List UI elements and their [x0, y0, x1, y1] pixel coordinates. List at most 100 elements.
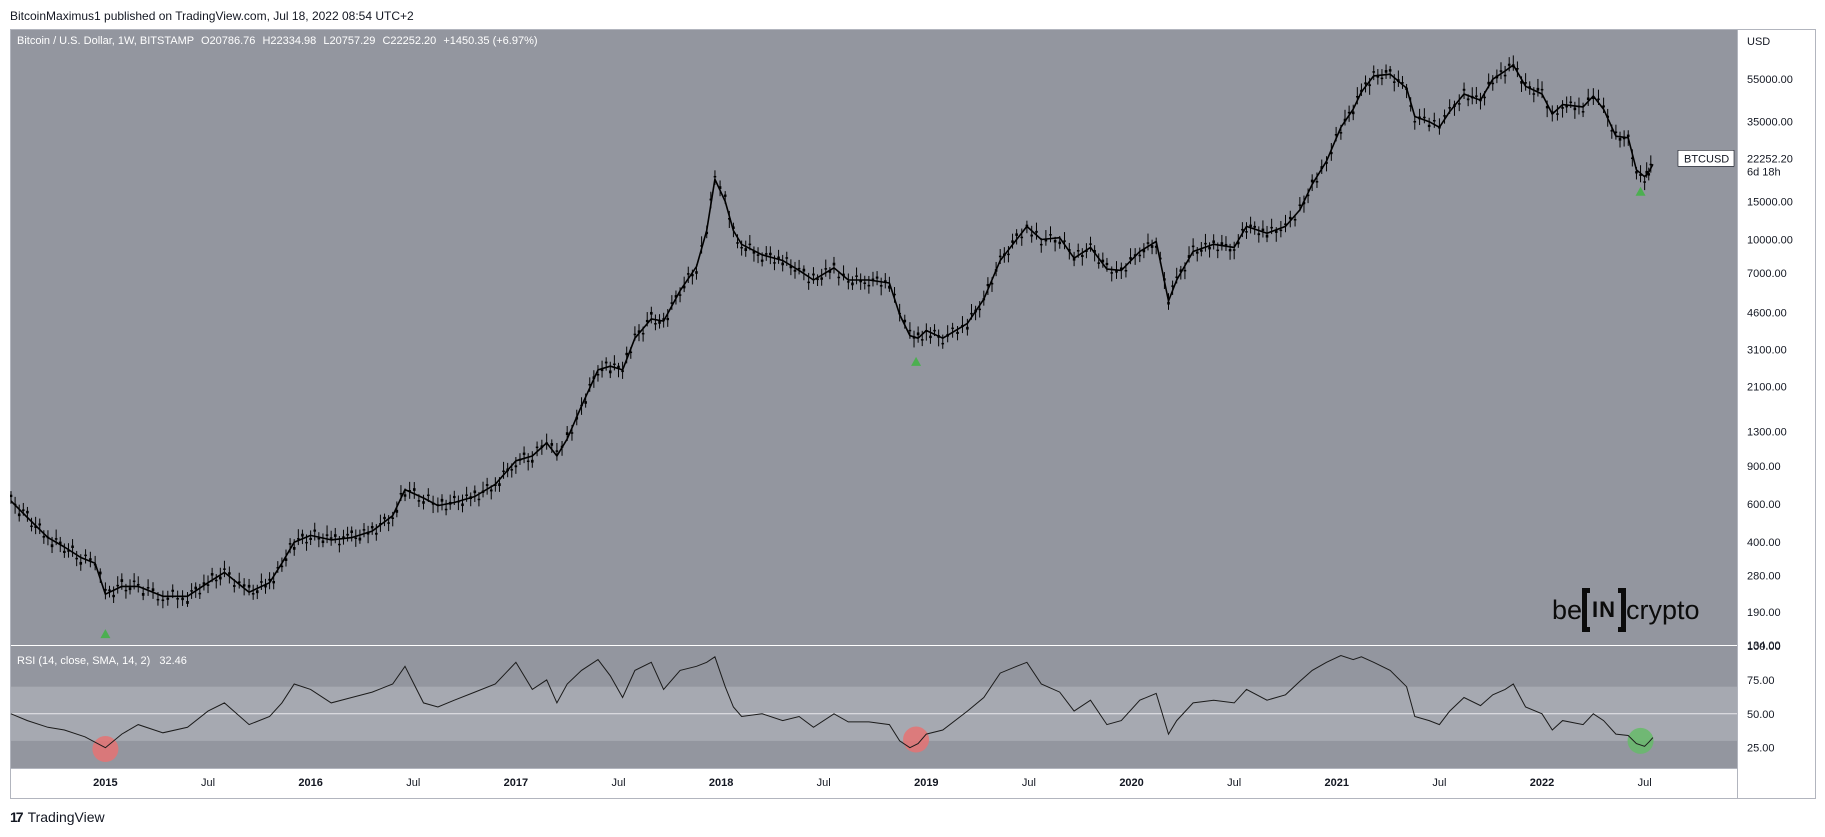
price-candle-body [141, 593, 145, 596]
rsi-tick-label: 75.00 [1747, 675, 1775, 687]
price-candle-body [502, 470, 505, 473]
price-tick-label: 3100.00 [1747, 345, 1787, 357]
price-candle-body [1058, 241, 1062, 245]
price-candle-body [1105, 262, 1109, 266]
price-tick-label: 900.00 [1747, 461, 1781, 473]
price-candle-body [1245, 231, 1248, 233]
price-candle-body [1039, 243, 1043, 246]
price-candle-body [916, 332, 920, 336]
price-candle-body [1556, 113, 1559, 115]
price-candle-body [1044, 238, 1048, 242]
price-candle-body [1236, 241, 1240, 245]
price-candle-body [966, 326, 969, 330]
price-candle-body [1643, 181, 1646, 183]
price-candle-body [883, 280, 887, 283]
price-candle-body [793, 269, 797, 272]
price-candle-body [1334, 134, 1338, 136]
ohlc-legend[interactable]: Bitcoin / U.S. Dollar, 1W, BITSTAMP O207… [17, 35, 538, 47]
price-candle-body [1081, 254, 1084, 258]
price-candle-body [540, 445, 544, 448]
price-candle-body [1187, 255, 1191, 258]
price-candle-body [1405, 87, 1408, 91]
price-candle-body [807, 281, 810, 284]
price-candle-body [662, 318, 665, 321]
price-candle-body [186, 601, 189, 604]
price-candle-body [670, 302, 674, 304]
price-candle-body [1516, 67, 1519, 70]
bar-countdown: 6d 18h [1747, 166, 1781, 178]
price-candle-body [961, 324, 964, 328]
time-tick-label: Jul [201, 777, 215, 789]
price-candle-body [1448, 107, 1451, 109]
price-candle-body [613, 363, 616, 366]
price-candle-body [1138, 254, 1142, 257]
price-tick-label: 280.00 [1747, 571, 1781, 583]
price-candle-body [859, 279, 862, 283]
price-candle-body [305, 541, 308, 544]
price-candle-body [228, 572, 231, 575]
tradingview-brand: TradingView [27, 809, 105, 825]
price-candle-body [700, 245, 703, 247]
price-candle-body [338, 543, 341, 546]
price-candle-body [1274, 230, 1278, 233]
price-candle-body [1293, 219, 1297, 221]
price-candle-body [1376, 74, 1380, 78]
price-candle-body [736, 242, 739, 244]
price-candle-body [93, 564, 97, 566]
price-candle-body [171, 589, 175, 592]
price-candle-body [1507, 63, 1511, 66]
price-candle-body [978, 308, 981, 311]
price-candle-body [723, 194, 727, 197]
price-candle-body [709, 198, 713, 201]
rsi-legend[interactable]: RSI (14, close, SMA, 14, 2) 32.46 [17, 655, 187, 667]
price-candle-body [1503, 74, 1507, 77]
price-candle-body [580, 404, 583, 407]
price-candle-body [1053, 239, 1057, 243]
ohlc-open: 20786.76 [210, 35, 256, 47]
price-candle-body [1491, 82, 1495, 85]
price-candle-body [10, 494, 13, 498]
price-candle-body [22, 509, 25, 511]
price-tick-label: 190.00 [1747, 607, 1781, 619]
price-candle-body [1351, 111, 1355, 115]
price-candle-body [1466, 98, 1470, 101]
price-candle-body [1639, 174, 1642, 176]
price-candle-body [1279, 229, 1283, 232]
price-tick-label: 600.00 [1747, 499, 1781, 511]
ohlc-low-label: L [323, 35, 329, 47]
price-candle-body [198, 592, 202, 595]
price-candle-body [104, 588, 107, 591]
price-tick-label: 4600.00 [1747, 308, 1787, 320]
price-candle-body [1142, 249, 1146, 253]
price-candle-body [686, 273, 690, 275]
tradingview-logo[interactable]: 17 TradingView [10, 809, 105, 825]
price-candle-body [970, 312, 973, 315]
rsi-highlight-circle [1627, 727, 1654, 754]
price-candle-body [550, 443, 554, 446]
price-candle-body [1483, 96, 1486, 99]
watermark-logo: be IN crypto [1552, 588, 1700, 632]
price-candle-body [773, 262, 776, 264]
price-candle-body [79, 561, 83, 565]
price-candle-body [219, 576, 222, 580]
price-candle-body [1499, 70, 1503, 72]
price-candle-body [879, 285, 883, 287]
price-candle-body [1076, 250, 1080, 252]
price-candle-body [1241, 228, 1244, 231]
price-candle-body [1158, 257, 1162, 260]
chart-canvas[interactable]: 55000.00 35000.00 15000.00 10000.00 7000.00 4… [10, 29, 1816, 799]
ohlc-open-label: O [201, 35, 210, 47]
price-candle-body [912, 336, 916, 339]
price-candle-body [1343, 118, 1347, 122]
price-candle-body [1154, 245, 1158, 248]
price-candle-body [214, 579, 218, 582]
price-candle-body [781, 262, 784, 266]
price-candle-body [1453, 104, 1456, 108]
price-candle-body [1545, 106, 1549, 109]
price-candle-body [1581, 111, 1585, 113]
price-candle-body [1179, 269, 1183, 273]
price-candle-body [98, 571, 102, 575]
price-candle-body [617, 365, 620, 369]
price-candle-body [210, 573, 214, 576]
price-candle-body [570, 432, 574, 434]
